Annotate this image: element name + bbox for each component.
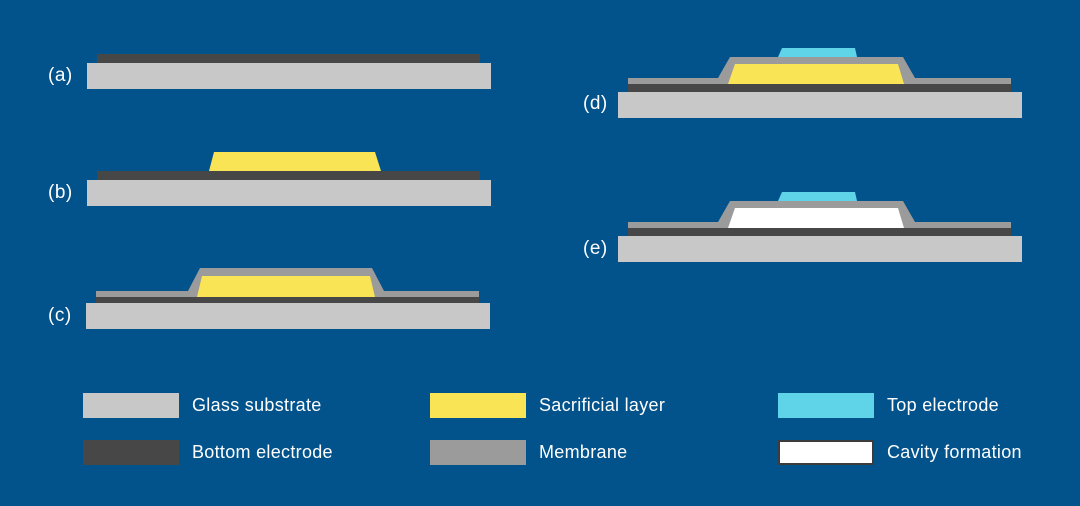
step-c-diagram bbox=[86, 268, 490, 329]
step-e-diagram bbox=[618, 192, 1022, 262]
legend-item-cavity-formation: Cavity formation bbox=[778, 440, 1022, 465]
membrane-swatch bbox=[430, 440, 526, 465]
bottom-electrode-shape bbox=[628, 228, 1011, 236]
legend-item-membrane: Membrane bbox=[430, 440, 627, 465]
legend-item-sacrificial-layer: Sacrificial layer bbox=[430, 393, 665, 418]
glass-substrate-shape bbox=[87, 180, 491, 206]
cavity-formation-swatch bbox=[778, 440, 874, 465]
glass-substrate-shape bbox=[618, 92, 1022, 118]
sacrificial-layer-shape bbox=[197, 276, 375, 297]
cavity-shape bbox=[728, 208, 904, 228]
step-a-diagram bbox=[87, 54, 491, 89]
top-electrode-shape bbox=[778, 48, 857, 57]
sacrificial-layer-shape bbox=[209, 152, 381, 171]
legend-label-bottom-electrode: Bottom electrode bbox=[192, 442, 333, 462]
legend-item-glass-substrate: Glass substrate bbox=[83, 393, 322, 418]
glass-substrate-shape bbox=[87, 63, 491, 89]
step-b-label: (b) bbox=[48, 182, 73, 203]
process-step-a: (a) bbox=[48, 54, 491, 89]
top-electrode-shape bbox=[778, 192, 857, 201]
legend-label-glass-substrate: Glass substrate bbox=[192, 395, 322, 415]
step-d-diagram bbox=[618, 48, 1022, 118]
step-d-label: (d) bbox=[583, 93, 608, 114]
glass-substrate-shape bbox=[86, 303, 490, 329]
step-c-label: (c) bbox=[48, 305, 72, 326]
legend-item-top-electrode: Top electrode bbox=[778, 393, 999, 418]
step-a-label: (a) bbox=[48, 65, 73, 86]
step-b-diagram bbox=[87, 152, 491, 206]
bottom-electrode-shape bbox=[96, 297, 479, 303]
legend-label-membrane: Membrane bbox=[539, 442, 628, 462]
top-electrode-swatch bbox=[778, 393, 874, 418]
glass-substrate-shape bbox=[618, 236, 1022, 262]
bottom-electrode-shape bbox=[97, 171, 480, 180]
legend-item-bottom-electrode: Bottom electrode bbox=[83, 440, 333, 465]
bottom-electrode-shape bbox=[628, 84, 1011, 92]
process-step-d: (d) bbox=[583, 48, 1022, 118]
legend-label-cavity-formation: Cavity formation bbox=[887, 442, 1022, 462]
legend-label-sacrificial-layer: Sacrificial layer bbox=[539, 395, 666, 415]
bottom-electrode-swatch bbox=[83, 440, 179, 465]
step-e-label: (e) bbox=[583, 238, 608, 259]
sacrificial-layer-shape bbox=[728, 64, 904, 84]
glass-substrate-swatch bbox=[83, 393, 179, 418]
bottom-electrode-shape bbox=[97, 54, 480, 63]
legend-label-top-electrode: Top electrode bbox=[887, 395, 999, 415]
sacrificial-layer-swatch bbox=[430, 393, 526, 418]
process-step-b: (b) bbox=[48, 152, 491, 206]
process-step-e: (e) bbox=[583, 192, 1022, 262]
process-step-c: (c) bbox=[48, 268, 490, 329]
